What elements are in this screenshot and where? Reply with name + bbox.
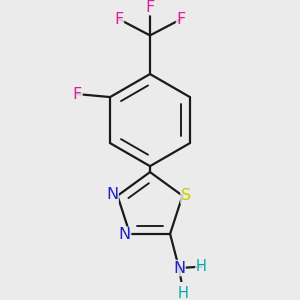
Text: N: N — [106, 187, 118, 202]
Text: N: N — [118, 227, 130, 242]
Text: H: H — [178, 286, 189, 300]
Text: H: H — [196, 259, 207, 274]
Text: F: F — [177, 12, 186, 27]
Text: F: F — [73, 87, 82, 102]
Text: N: N — [173, 261, 185, 276]
Text: F: F — [114, 12, 123, 27]
Text: F: F — [146, 0, 154, 15]
Text: S: S — [181, 188, 191, 203]
